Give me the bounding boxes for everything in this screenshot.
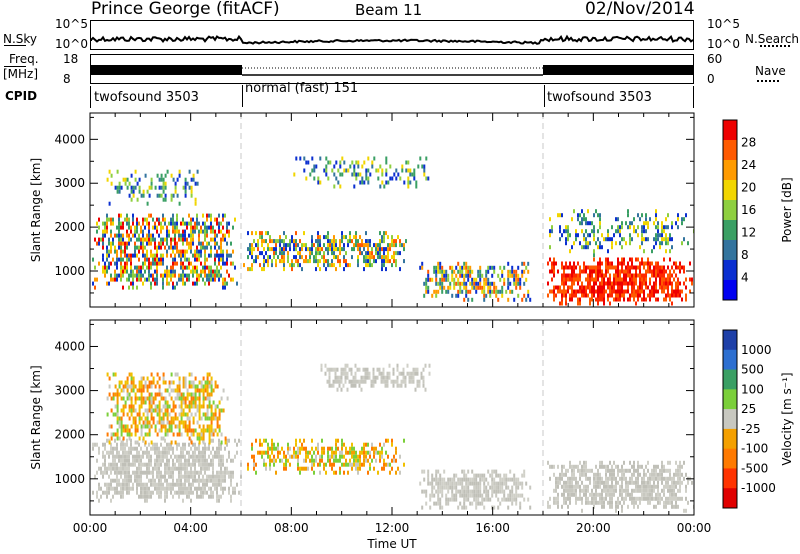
x-tick-label: 00:00 <box>73 521 108 535</box>
nave-tick-high: 60 <box>707 52 723 66</box>
colorbar-tick-label: -500 <box>741 461 768 475</box>
scatter-cells <box>92 363 694 513</box>
colorbar-frame <box>722 119 738 301</box>
colorbar-tick-label: 4 <box>741 271 749 285</box>
y-tick-label: 1000 <box>54 472 85 486</box>
freq-tick-low: 8 <box>63 72 71 86</box>
cpid-separator <box>544 85 545 107</box>
colorbar-swatch <box>723 369 737 390</box>
date-label: 02/Nov/2014 <box>585 0 695 19</box>
panel-background <box>90 113 694 307</box>
cpid-segment-2: twofsound 3503 <box>547 90 652 105</box>
nsky-strip <box>90 20 694 50</box>
nsky-trace <box>91 34 693 45</box>
colorbar-tick-label: -25 <box>741 422 761 436</box>
nsearch-label: N.Search <box>745 32 800 46</box>
colorbar-frame <box>722 329 738 509</box>
freq-trace <box>91 65 693 76</box>
colorbar-tick-label: 1000 <box>741 343 772 357</box>
y-tick-label: 2000 <box>54 220 85 234</box>
beam-label: Beam 11 <box>355 1 423 19</box>
cpid-label: CPID <box>5 89 38 103</box>
nsky-tick-high: 10^5 <box>55 17 88 31</box>
x-tick-label: 12:00 <box>375 521 410 535</box>
colorbar-swatch <box>723 468 737 489</box>
y-tick-label: 2000 <box>54 428 85 442</box>
colorbar-swatch <box>723 140 737 161</box>
y-axis-label: Slant Range [km] <box>29 365 43 469</box>
colorbar-swatch <box>723 200 737 221</box>
cpid-segment-1: normal (fast) 151 <box>245 81 359 96</box>
nsky-tick-low: 10^0 <box>55 37 88 51</box>
colorbar-tick-label: -100 <box>741 442 768 456</box>
colorbar-label: Velocity [m s⁻¹] <box>780 372 794 465</box>
colorbar-tick-label: 100 <box>741 382 764 396</box>
y-tick-label: 4000 <box>54 339 85 353</box>
colorbar-tick-label: 500 <box>741 363 764 377</box>
x-tick-label: 20:00 <box>576 521 611 535</box>
colorbar-swatch <box>723 409 737 430</box>
colorbar-swatch <box>723 389 737 410</box>
rti-panel-1: 1000 2000 3000 4000 Slant Range [km] 1000 500 1… <box>29 319 794 551</box>
colorbar-swatch <box>723 180 737 201</box>
colorbar-swatch <box>723 428 737 450</box>
nsky-label: N.Sky <box>3 32 38 46</box>
nave-label: Nave <box>755 64 786 78</box>
colorbar-swatch <box>723 240 737 261</box>
y-tick-label: 1000 <box>54 264 85 278</box>
freq-block-2 <box>543 65 693 75</box>
colorbar-swatch <box>723 349 737 371</box>
freq-unit: [MHz] <box>3 67 39 81</box>
x-tick-label: 08:00 <box>274 521 309 535</box>
station-title: Prince George (fitACF) <box>91 0 280 19</box>
colorbar-swatch <box>723 260 737 281</box>
nsearch-tick-high: 10^5 <box>707 17 740 31</box>
colorbar-swatch <box>723 280 737 301</box>
colorbar-tick-label: -1000 <box>741 481 776 495</box>
colorbar-tick-label: 20 <box>741 181 756 195</box>
y-tick-label: 3000 <box>54 176 85 190</box>
rti-panel-0: 1000 2000 3000 4000 Slant Range [km] 28 24 20 16… <box>29 112 794 308</box>
nave-line <box>757 80 779 82</box>
colorbar-tick-label: 8 <box>741 248 749 262</box>
colorbar-swatch <box>723 220 737 241</box>
y-tick-label: 4000 <box>54 132 85 146</box>
nsearch-line <box>760 45 790 47</box>
freq-tick-high: 18 <box>63 52 79 66</box>
nave-tick-low: 0 <box>707 72 715 86</box>
cpid-separator <box>242 85 243 107</box>
scatter-cells <box>92 156 694 306</box>
y-axis-label: Slant Range [km] <box>29 158 43 262</box>
freq-strip <box>90 54 694 84</box>
y-tick-label: 3000 <box>54 384 85 398</box>
colorbar-tick-label: 28 <box>741 136 756 150</box>
colorbar-tick-label: 24 <box>741 158 756 172</box>
freq-label: Freq. <box>9 52 39 66</box>
cpid-segment-0: twofsound 3503 <box>94 90 199 105</box>
x-tick-label: 16:00 <box>475 521 510 535</box>
colorbar-tick-label: 16 <box>741 203 756 217</box>
freq-block-1 <box>91 65 242 75</box>
colorbar-tick-label: 25 <box>741 402 756 416</box>
x-tick-label: 00:00 <box>677 521 712 535</box>
colorbar-tick-label: 12 <box>741 226 756 240</box>
cpid-strip: twofsound 3503 normal (fast) 151 twofsound… <box>90 82 694 108</box>
colorbar-label: Power [dB] <box>780 177 794 242</box>
colorbar-swatch <box>723 120 737 141</box>
nsearch-tick-low: 10^0 <box>707 37 740 51</box>
colorbar-swatch <box>723 448 737 469</box>
x-tick-label: 04:00 <box>173 521 208 535</box>
freq-line <box>4 66 26 67</box>
x-axis-label: Time UT <box>366 537 417 551</box>
nsky-line <box>4 45 26 46</box>
colorbar-swatch <box>723 330 737 351</box>
colorbar-swatch <box>723 160 737 181</box>
colorbar-swatch <box>723 488 737 509</box>
